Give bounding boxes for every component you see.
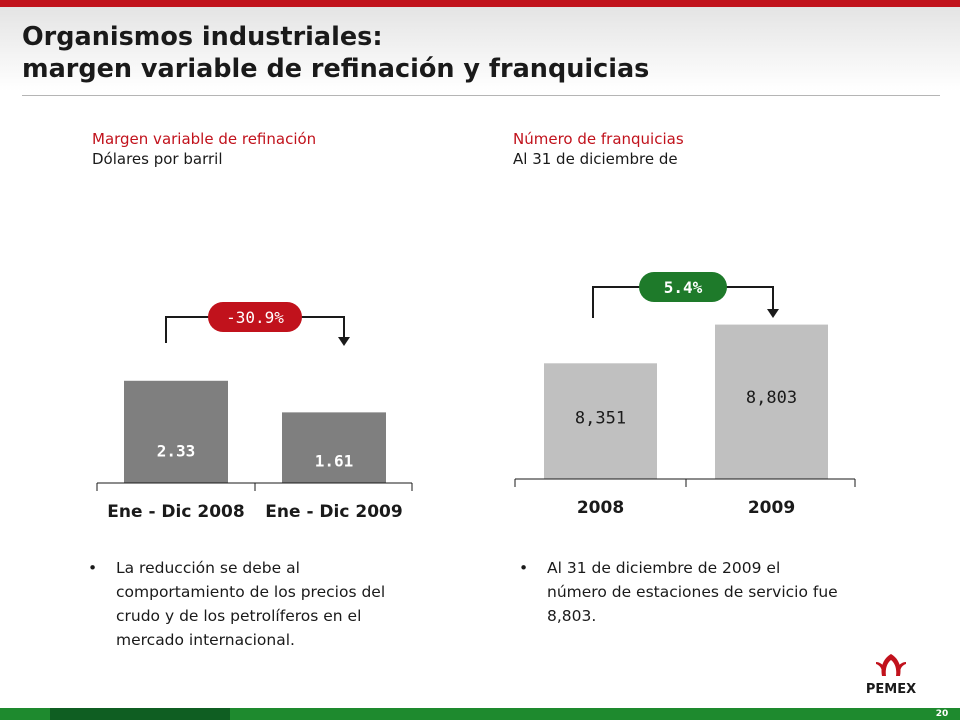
pemex-logo: PEMEX	[846, 650, 936, 702]
left-arrow-head-icon	[338, 337, 350, 346]
pemex-eagle-icon	[876, 654, 906, 676]
right-value-label-2: 8,803	[746, 388, 797, 408]
right-chart-title: Número de franquicias	[513, 130, 684, 148]
right-arrow-head-icon	[767, 309, 779, 318]
right-change-label: 5.4%	[664, 278, 703, 297]
left-chart-title: Margen variable de refinación	[92, 130, 317, 148]
right-bar-2	[715, 324, 828, 479]
left-category-label-1: Ene - Dic 2008	[107, 502, 244, 522]
right-chart-subtitle: Al 31 de diciembre de	[513, 150, 678, 168]
right-bar-1	[544, 363, 657, 479]
footer-dark-segment	[50, 708, 230, 720]
title-divider	[22, 95, 940, 96]
left-chart-subtitle: Dólares por barril	[92, 150, 223, 168]
left-bar-2	[282, 412, 386, 483]
left-value-label-1: 2.33	[157, 441, 196, 460]
title-band: Organismos industriales: margen variable…	[0, 7, 960, 96]
top-accent-bar	[0, 0, 960, 7]
slide-title: Organismos industriales: margen variable…	[22, 21, 649, 85]
right-bullet-list: Al 31 de diciembre de 2009 el número de …	[519, 556, 839, 628]
left-change-label: -30.9%	[226, 308, 284, 327]
right-category-label-2: 2009	[748, 498, 795, 518]
page-number: 20	[935, 709, 949, 719]
pemex-wordmark: PEMEX	[865, 682, 917, 697]
left-bullet: La reducción se debe al comportamiento d…	[88, 556, 428, 652]
left-change-pill	[208, 302, 302, 332]
right-category-label-1: 2008	[577, 498, 624, 518]
left-bar-1	[124, 380, 228, 483]
slide-title-line-1: Organismos industriales:	[22, 22, 383, 52]
left-category-label-2: Ene - Dic 2009	[265, 502, 402, 522]
right-value-label-1: 8,351	[575, 409, 626, 429]
slide-title-line-2: margen variable de refinación y franquic…	[22, 54, 650, 84]
left-chart-heading: Margen variable de refinación Dólares po…	[92, 129, 316, 169]
footer-bar	[0, 708, 960, 720]
right-bullet: Al 31 de diciembre de 2009 el número de …	[519, 556, 839, 628]
left-value-label-2: 1.61	[315, 451, 354, 470]
left-bullet-list: La reducción se debe al comportamiento d…	[88, 556, 428, 652]
right-chart-heading: Número de franquicias Al 31 de diciembre…	[513, 129, 684, 169]
right-change-pill	[639, 272, 727, 302]
